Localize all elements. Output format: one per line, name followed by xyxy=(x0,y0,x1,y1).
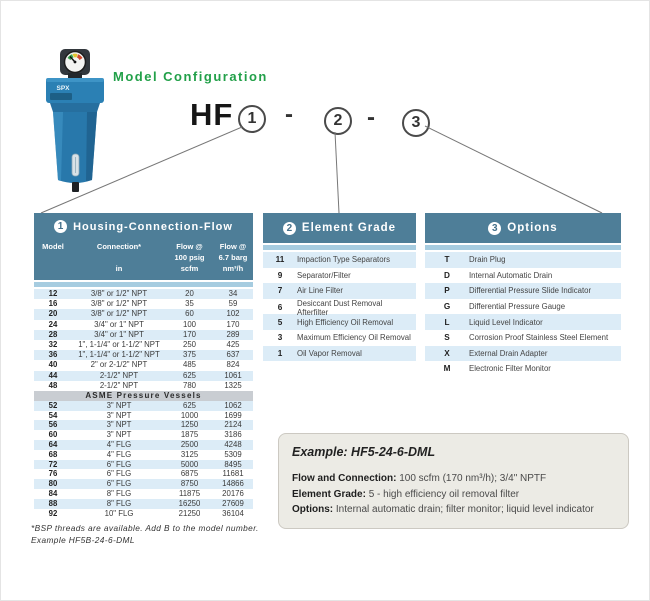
table-row: T Drain Plug xyxy=(425,252,621,268)
table-row: 76 6" FLG 6875 11681 xyxy=(48,469,244,479)
table-row: 7 Air Line Filter xyxy=(263,283,416,299)
example-line: Element Grade: 5 - high efficiency oil r… xyxy=(292,488,520,500)
header-separator-band xyxy=(425,245,621,250)
brand-label: SPX xyxy=(56,85,70,92)
element-table-header: 2 Element Grade xyxy=(263,213,416,243)
table-row: 5 High Efficiency Oil Removal xyxy=(263,314,416,330)
bsp-footnote: *BSP threads are available. Add B to the… xyxy=(31,522,259,546)
table-row: 9 Separator/Filter xyxy=(277,270,351,280)
code-circle-1-number: 1 xyxy=(247,110,257,127)
footnote-line2: Example HF5B-24-6-DML xyxy=(31,535,135,546)
code-dash-2: - xyxy=(367,104,375,131)
table-row: 40 2" or 2-1/2" NPT 485 824 xyxy=(48,360,240,370)
col-model: Model xyxy=(42,242,64,251)
table-row: 28 3/4" or 1" NPT 170 289 xyxy=(34,329,253,340)
element-grade-rows: 11 Impaction Type Separators 9 Separator… xyxy=(263,252,416,362)
table-row: 36 1", 1-1/4" or 1-1/2" NPT 375 637 xyxy=(34,350,253,361)
example-title: Example: HF5-24-6-DML xyxy=(292,445,436,459)
table-row: S Corrosion Proof Stainless Steel Elemen… xyxy=(444,333,609,343)
col-flow-barg: Flow @ 6.7 barg nm³/h xyxy=(218,242,248,273)
table-row: 32 1", 1-1/4" or 1-1/2" NPT 250 425 xyxy=(48,339,240,349)
header-separator-band xyxy=(34,282,253,287)
table-row: 24 3/4" or 1" NPT 100 170 xyxy=(48,319,240,329)
housing-table-title: Housing-Connection-Flow xyxy=(73,220,233,233)
table-row: 52 3" NPT 625 1062 xyxy=(34,400,253,411)
code-circle-1: 1 xyxy=(238,105,266,133)
table-row: 68 4" FLG 3125 5309 xyxy=(48,449,242,459)
table-row: 12 3/8" or 1/2" NPT 20 34 xyxy=(34,289,253,300)
code-circle-3-number: 3 xyxy=(411,114,421,131)
example-line: Flow and Connection: 100 scfm (170 nm³/h… xyxy=(292,473,547,484)
drain-stub xyxy=(72,182,79,192)
housing-table-column-headers: Model Connection* in Flow @ 100 psig scf… xyxy=(34,240,253,280)
options-rows: T Drain Plug D Internal Automatic Drain … xyxy=(425,252,621,377)
table-row: 84 8" FLG 11875 20176 xyxy=(48,489,244,499)
badge-2-icon: 2 xyxy=(282,221,296,235)
options-table-header: 3 Options xyxy=(425,213,621,243)
page-title: Model Configuration xyxy=(113,69,268,84)
housing-table-header: 1 Housing-Connection-Flow xyxy=(34,213,253,240)
asme-rows: 52 3" NPT 625 1062 54 3" NPT 1000 1699 5… xyxy=(34,400,253,519)
example-lines: Flow and Connection: 100 scfm (170 nm³/h… xyxy=(292,471,615,518)
table-row: X External Drain Adapter xyxy=(425,345,621,362)
filter-product-image: SPX xyxy=(46,49,104,192)
code-circle-2-number: 2 xyxy=(333,112,343,129)
table-row: 1 Oil Vapor Removal xyxy=(263,345,416,362)
table-row: 48 2-1/2" NPT 780 1325 xyxy=(48,380,242,390)
example-line: Options: Internal automatic drain; filte… xyxy=(292,504,594,515)
table-row: P Differential Pressure Slide Indicator xyxy=(425,283,621,299)
table-row: D Internal Automatic Drain xyxy=(444,270,553,280)
table-row: 64 4" FLG 2500 4248 xyxy=(34,440,253,450)
table-row: 16 3/8" or 1/2" NPT 35 59 xyxy=(48,299,238,309)
element-table-title: Element Grade xyxy=(301,222,397,234)
element-grade-table: 2 Element Grade 11 Impaction Type Separa… xyxy=(263,213,416,362)
table-row: 44 2-1/2" NPT 625 1061 xyxy=(34,370,253,381)
table-row: 54 3" NPT 1000 1699 xyxy=(48,410,242,420)
table-row: 60 3" NPT 1875 3186 xyxy=(48,430,242,440)
model-prefix: HF xyxy=(190,97,234,132)
table-row: M Electronic Filter Monitor xyxy=(443,364,551,374)
asme-subheader: ASME Pressure Vessels xyxy=(34,390,253,401)
code-circle-3: 3 xyxy=(402,109,430,137)
table-row: 72 6" FLG 5000 8495 xyxy=(34,459,253,470)
code-circle-2: 2 xyxy=(324,107,352,135)
badge-3-icon: 3 xyxy=(488,221,502,235)
header-separator-band xyxy=(263,245,416,250)
table-row: 88 8" FLG 16250 27609 xyxy=(34,498,253,509)
table-row: 56 3" NPT 1250 2124 xyxy=(34,420,253,431)
table-row: 92 10" FLG 21250 36104 xyxy=(48,508,244,518)
footnote-line1: *BSP threads are available. Add B to the… xyxy=(31,523,259,533)
badge-1-icon: 1 xyxy=(54,220,68,233)
options-table: 3 Options T Drain Plug D Internal Automa… xyxy=(425,213,621,377)
table-row: 3 Maximum Efficiency Oil Removal xyxy=(277,333,411,343)
table-row: 6 Desiccant Dust Removal Afterfilter xyxy=(277,298,383,317)
col-flow-psig: Flow @ 100 psig scfm xyxy=(174,242,205,273)
example-box: Example: HF5-24-6-DML Flow and Connectio… xyxy=(278,433,629,529)
table-row: L Liquid Level Indicator xyxy=(425,314,621,330)
table-row: 20 3/8" or 1/2" NPT 60 102 xyxy=(34,309,253,320)
housing-connection-flow-table: 1 Housing-Connection-Flow Model Connecti… xyxy=(34,213,253,518)
col-connection: Connection* in xyxy=(96,242,142,273)
table-row: 80 6" FLG 8750 14866 xyxy=(34,479,253,490)
table-row: 11 Impaction Type Separators xyxy=(263,252,416,268)
housing-rows: 12 3/8" or 1/2" NPT 20 34 16 3/8" or 1/2… xyxy=(34,289,253,391)
options-table-title: Options xyxy=(507,222,558,234)
table-row: G Differential Pressure Gauge xyxy=(443,302,566,312)
code-dash-1: - xyxy=(285,101,293,128)
